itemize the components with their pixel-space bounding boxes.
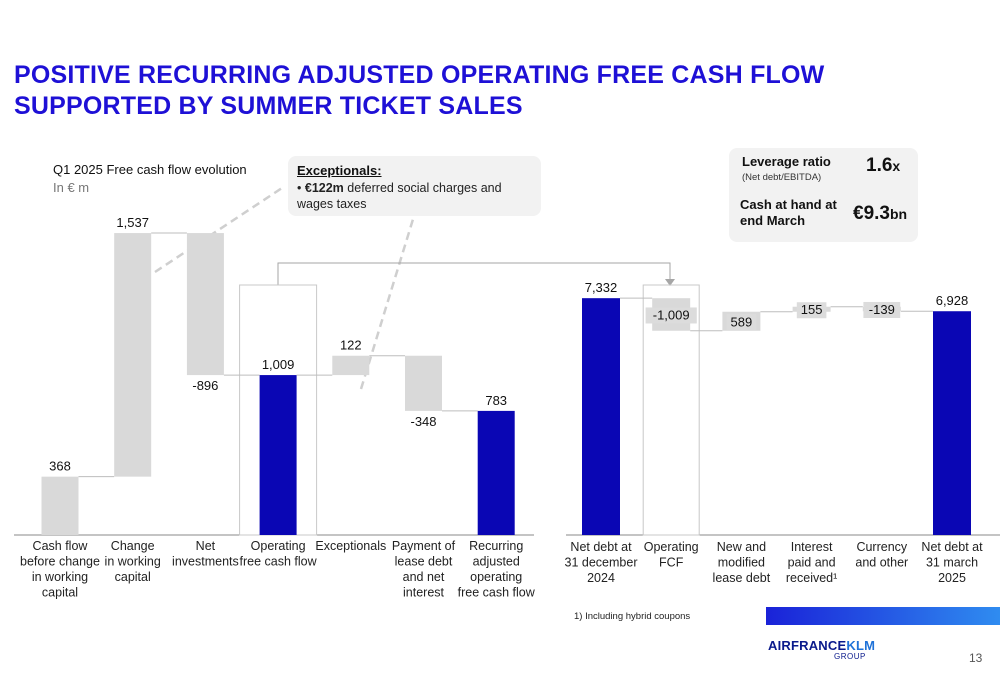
category-label-3-1: free cash flow xyxy=(240,555,318,569)
cash-unit: bn xyxy=(889,206,908,222)
bar-1 xyxy=(114,233,152,477)
category-label-6-3: free cash flow xyxy=(458,586,536,600)
callout-amount: €122m xyxy=(304,181,344,195)
category-label-6-1: adjusted xyxy=(473,555,520,569)
value-label-6: 783 xyxy=(485,393,507,408)
category-label-3-0: Interest xyxy=(791,540,833,554)
category-label-1-1: FCF xyxy=(659,556,684,570)
cash-value: €9.3bn xyxy=(853,203,907,225)
category-label-5-3: interest xyxy=(403,586,445,600)
category-label-0-1: before change xyxy=(20,555,100,569)
category-label-0-2: 2024 xyxy=(587,571,615,585)
category-label-0-2: in working xyxy=(32,570,88,584)
footnote: 1) Including hybrid coupons xyxy=(574,611,691,622)
callout-title: Exceptionals: xyxy=(297,163,382,178)
value-label-1: 1,537 xyxy=(116,215,149,230)
category-label-2-0: New and xyxy=(717,540,766,554)
value-label-5: -348 xyxy=(410,414,436,429)
kpi-box xyxy=(729,148,918,242)
value-label-0: 7,332 xyxy=(585,280,618,295)
highlight-frame xyxy=(642,284,700,536)
bar-5 xyxy=(405,355,442,411)
category-label-1-0: Change xyxy=(111,539,155,553)
bar-2 xyxy=(186,233,224,376)
category-label-4-0: Currency xyxy=(856,540,907,554)
category-label-0-3: capital xyxy=(42,586,78,600)
leverage-label: Leverage ratio xyxy=(742,154,831,169)
callout-text: deferred social charges and wages taxes xyxy=(297,181,502,211)
category-label-3-2: received¹ xyxy=(786,571,837,585)
value-label-4: 122 xyxy=(340,338,362,353)
category-label-0-0: Cash flow xyxy=(33,539,89,553)
value-label-1: -1,009 xyxy=(653,307,690,322)
value-label-4: -139 xyxy=(869,302,895,317)
fcf-link-arrowhead xyxy=(665,279,675,286)
callout-body: • €122m deferred social charges and wage… xyxy=(297,180,537,212)
category-label-1-2: capital xyxy=(115,570,151,584)
value-label-2: 589 xyxy=(731,314,753,329)
bar-4 xyxy=(332,355,370,376)
bar-0 xyxy=(41,476,79,535)
bar-0 xyxy=(582,298,620,535)
category-label-6-2: operating xyxy=(470,570,522,584)
value-label-2: -896 xyxy=(192,378,218,393)
category-label-5-1: lease debt xyxy=(395,555,453,569)
category-label-5-0: Payment of xyxy=(392,539,456,553)
footer-accent-bar xyxy=(766,607,1000,625)
category-label-5-1: 31 march xyxy=(926,556,978,570)
leverage-number: 1.6 xyxy=(866,155,893,176)
value-label-bg-3 xyxy=(796,302,827,319)
callout-connector-right xyxy=(359,215,416,390)
category-label-0-1: 31 december xyxy=(565,556,638,570)
category-label-2-1: modified xyxy=(718,556,765,570)
category-label-1-0: Operating xyxy=(644,540,699,554)
cash-label-line2: end March xyxy=(740,213,806,228)
value-label-0: 368 xyxy=(49,459,71,474)
cash-number: €9.3 xyxy=(853,203,890,224)
bar-6 xyxy=(477,410,515,535)
bar-5 xyxy=(933,311,971,535)
category-label-5-2: 2025 xyxy=(938,571,966,585)
leverage-unit: x xyxy=(892,158,901,174)
cash-label-line1: Cash at hand at xyxy=(740,197,837,212)
category-label-4-1: and other xyxy=(855,556,908,570)
page-number: 13 xyxy=(969,651,983,665)
page-title: POSITIVE RECURRING ADJUSTED OPERATING FR… xyxy=(14,61,825,120)
logo-group: GROUP xyxy=(834,652,866,661)
category-label-1-1: in working xyxy=(105,555,161,569)
leverage-sublabel: (Net debt/EBITDA) xyxy=(742,172,822,183)
fcf-link-connector xyxy=(277,262,671,285)
category-label-4-0: Exceptionals xyxy=(315,539,386,553)
value-label-bg-1 xyxy=(645,307,697,324)
value-label-3: 155 xyxy=(801,302,823,317)
category-label-0-0: Net debt at xyxy=(570,540,632,554)
logo-part2: KLM xyxy=(846,638,876,653)
value-label-bg-4 xyxy=(863,301,901,318)
bar-3 xyxy=(259,375,297,535)
logo-part1: AIRFRANCE xyxy=(768,638,847,653)
category-label-2-0: Net xyxy=(196,539,216,553)
chart-unit: In € m xyxy=(53,180,90,195)
category-label-2-2: lease debt xyxy=(713,571,771,585)
value-label-5: 6,928 xyxy=(936,293,969,308)
exceptionals-callout xyxy=(288,156,541,216)
category-label-6-0: Recurring xyxy=(469,539,523,553)
callout-bullet: • xyxy=(297,181,302,195)
category-label-5-2: and net xyxy=(403,570,445,584)
category-label-5-0: Net debt at xyxy=(921,540,983,554)
category-label-3-1: paid and xyxy=(788,556,836,570)
category-label-2-1: investments xyxy=(172,555,239,569)
chart-subtitle: Q1 2025 Free cash flow evolution xyxy=(53,162,247,177)
company-logo: AIRFRANCEKLM xyxy=(768,638,875,653)
value-label-bg-2 xyxy=(726,314,757,331)
category-label-3-0: Operating xyxy=(251,539,306,553)
leverage-value: 1.6x xyxy=(866,155,900,177)
value-label-3: 1,009 xyxy=(262,357,295,372)
